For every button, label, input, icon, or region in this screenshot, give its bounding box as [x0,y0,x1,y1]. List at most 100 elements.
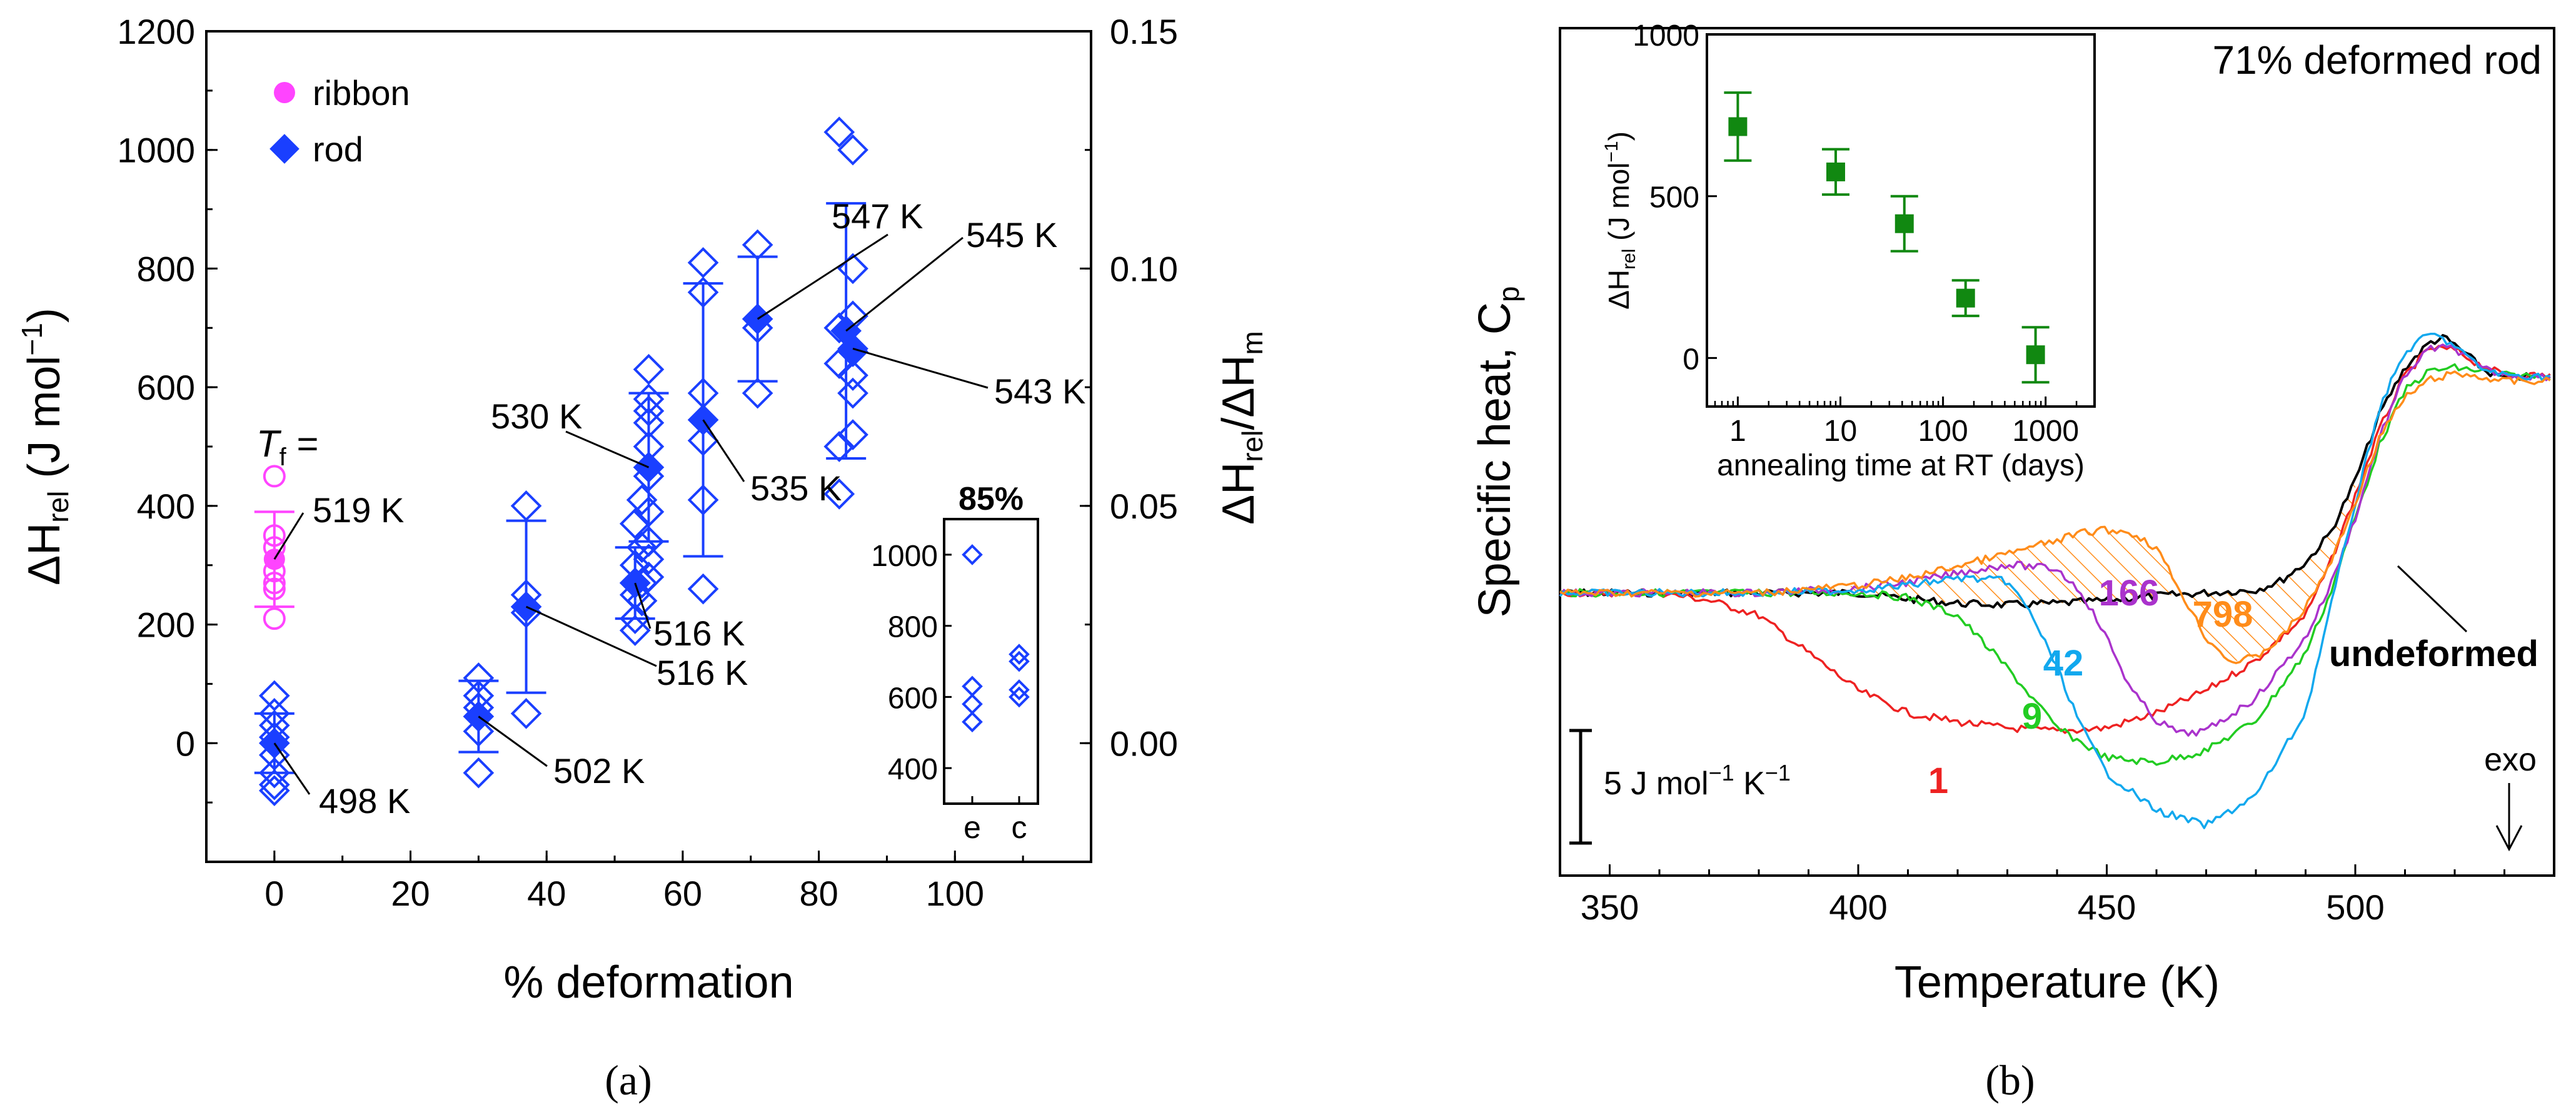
rod-point [687,425,719,457]
curve-label-undeformed: undeformed [2329,634,2538,674]
y2-axis-label-a: ΔHrel/ΔHm [1214,331,1269,525]
inset-point [1956,288,1975,308]
temperature-annotation: 502 K [553,751,645,791]
inset-point-e [962,711,983,733]
inset-y-label-main: ΔH [1602,270,1635,310]
rod-point [463,715,495,747]
y-tick-label-a: 200 [137,605,195,645]
rod-point [259,775,290,806]
rod-point [687,276,719,308]
annotation-leader [273,742,311,795]
temperature-annotation: 516 K [653,614,745,653]
rod-point [687,247,719,278]
y-label-sup: −1 [16,323,48,355]
inset-x-tick-label-b: 1000 [2012,415,2079,448]
annotation-leader [702,419,745,482]
inset-point [2026,345,2045,365]
rod-point [633,353,665,385]
inset-point-c [1009,686,1030,708]
ribbon-point [263,572,286,595]
curve-label-9: 9 [2022,696,2042,737]
rod-point [619,603,651,634]
rod-point [259,680,290,712]
rod-point [633,543,665,575]
rod-point [837,134,868,166]
ribbon-point [263,524,286,547]
curve-label-42: 42 [2043,643,2084,684]
annotation-leader [852,348,989,389]
scale-bar-sup: −1 [1765,760,1791,786]
y2-tick-label-a: 0.05 [1110,487,1178,526]
undeformed-leader [2397,565,2468,633]
legend-rod-marker [269,134,299,164]
inset-point-e [962,544,983,565]
y-tick-label-a: 0 [176,724,195,763]
rod-point [619,508,651,540]
scale-bar-sup: −1 [1709,760,1734,786]
rod-point [687,573,719,605]
rod-point [259,769,290,801]
rod-point [626,532,658,564]
temperature-annotation: 535 K [750,468,842,508]
y-label-sub: rel [42,491,74,523]
y-axis-label-a: ΔHrel (J mol−1) [16,308,74,585]
x-tick-label-b: 500 [2326,887,2384,927]
panel-a: 0 20 40 60 80 1000200400600800100012000.000.0… [16,12,1269,1104]
inset-y-label-b: ΔHrel (J mol−1) [1601,131,1639,310]
rod-point [823,478,855,510]
ribbon-point [263,607,286,630]
tf-sub: f [279,443,287,471]
rod-point [259,739,290,771]
inset-y-label-unit: (J mol [1602,163,1635,249]
y2-label-b-sub: m [1236,331,1269,355]
inset-category-c: c [1012,810,1027,845]
rod-point [626,585,658,617]
panel-label-a: (a) [605,1056,652,1104]
inset-x-tick-label-b: 10 [1824,415,1857,448]
rod-point [259,698,290,729]
tf-equals: = [286,423,319,465]
x-tick-label-a: 60 [663,874,702,913]
tf-T: T [256,423,282,465]
temperature-annotation: 547 K [832,196,923,236]
ribbon-point [263,465,286,488]
x-axis-label-a: % deformation [503,958,793,1008]
rod-point [633,407,665,438]
inset-point-c [1009,679,1030,700]
y2-tick-label-a: 0.10 [1110,249,1178,288]
y-label-b-main: Specific heat, C [1470,302,1520,617]
inset-x-label-b: annealing time at RT (days) [1717,449,2085,482]
y-label-main: ΔH [19,523,69,585]
y-tick-label-a: 1200 [117,12,195,51]
temperature-annotation: 498 K [319,781,410,821]
inset-point [1728,117,1748,136]
tf-label: Tf = [256,423,319,471]
inset-y-tick-label-b: 0 [1683,343,1699,376]
y-label-unit: (J mol [19,356,69,491]
rod-point [633,496,665,528]
rod-point [463,662,495,694]
y-label-unit-close: ) [19,308,69,323]
y2-label-b: /ΔH [1214,355,1264,430]
x-tick-label-a: 80 [799,874,838,913]
inset-point-c [1009,650,1030,672]
y2-label-a: ΔH [1214,462,1264,525]
rod-point [687,484,719,516]
curve-798 [1559,370,2551,664]
panel-label-b: (b) [1985,1056,2035,1104]
inset-y-tick-label-b: 1000 [1633,19,1699,53]
inset-point [1826,162,1845,181]
inset-x-tick-label-b: 100 [1918,415,1968,448]
legend-ribbon-marker [274,82,295,103]
temperature-annotation: 543 K [994,372,1085,411]
rod-point [823,116,855,148]
curve-label-1: 1 [1928,761,1948,801]
x-tick-label-a: 20 [391,874,430,913]
inset-category-e: e [963,810,981,845]
hatched-region [1833,480,2355,662]
rod-mean-point [619,567,651,599]
rod-point [626,484,658,516]
y2-tick-label-a: 0.15 [1110,12,1178,51]
scale-bar-label: 5 J mol−1 K−1 [1604,760,1791,802]
